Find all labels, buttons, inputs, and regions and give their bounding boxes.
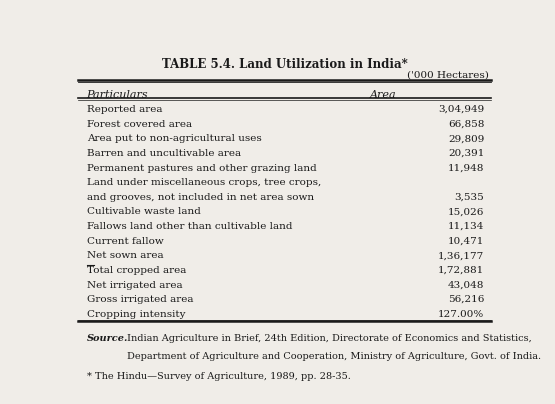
Text: 66,858: 66,858 bbox=[448, 120, 485, 129]
Text: Forest covered area: Forest covered area bbox=[87, 120, 191, 129]
Text: Permanent pastures and other grazing land: Permanent pastures and other grazing lan… bbox=[87, 164, 316, 173]
Text: 127.00%: 127.00% bbox=[438, 310, 485, 319]
Text: 3,535: 3,535 bbox=[455, 193, 485, 202]
Text: 1,72,881: 1,72,881 bbox=[438, 266, 485, 275]
Text: Barren and uncultivable area: Barren and uncultivable area bbox=[87, 149, 241, 158]
Text: 56,216: 56,216 bbox=[448, 295, 485, 304]
Text: Area: Area bbox=[370, 90, 397, 99]
Text: Particulars: Particulars bbox=[87, 90, 148, 99]
Text: 15,026: 15,026 bbox=[448, 207, 485, 217]
Text: 10,471: 10,471 bbox=[448, 237, 485, 246]
Text: Cultivable waste land: Cultivable waste land bbox=[87, 207, 200, 217]
Text: Gross irrigated area: Gross irrigated area bbox=[87, 295, 193, 304]
Text: Net irrigated area: Net irrigated area bbox=[87, 280, 182, 290]
Text: 43,048: 43,048 bbox=[448, 280, 485, 290]
Text: 1,36,177: 1,36,177 bbox=[438, 251, 485, 260]
Text: Area put to non-agricultural uses: Area put to non-agricultural uses bbox=[87, 135, 261, 143]
Text: 29,809: 29,809 bbox=[448, 135, 485, 143]
Text: 3,04,949: 3,04,949 bbox=[438, 105, 485, 114]
Text: Fallows land other than cultivable land: Fallows land other than cultivable land bbox=[87, 222, 292, 231]
Text: Cropping intensity: Cropping intensity bbox=[87, 310, 185, 319]
Text: Source.: Source. bbox=[87, 335, 128, 343]
Text: Total cropped area: Total cropped area bbox=[87, 266, 186, 275]
Text: Reported area: Reported area bbox=[87, 105, 162, 114]
Text: Department of Agriculture and Cooperation, Ministry of Agriculture, Govt. of Ind: Department of Agriculture and Cooperatio… bbox=[128, 352, 542, 362]
Text: Net sown area: Net sown area bbox=[87, 251, 163, 260]
Text: 20,391: 20,391 bbox=[448, 149, 485, 158]
Text: Indian Agriculture in Brief, 24th Edition, Directorate of Economics and Statisti: Indian Agriculture in Brief, 24th Editio… bbox=[128, 335, 532, 343]
Text: ('000 Hectares): ('000 Hectares) bbox=[407, 71, 489, 80]
Text: 11,948: 11,948 bbox=[448, 164, 485, 173]
Text: Current fallow: Current fallow bbox=[87, 237, 163, 246]
Text: and grooves, not included in net area sown: and grooves, not included in net area so… bbox=[87, 193, 314, 202]
Text: * The Hindu—Survey of Agriculture, 1989, pp. 28-35.: * The Hindu—Survey of Agriculture, 1989,… bbox=[87, 372, 350, 381]
Text: TABLE 5.4. Land Utilization in India*: TABLE 5.4. Land Utilization in India* bbox=[162, 58, 407, 71]
Text: 11,134: 11,134 bbox=[448, 222, 485, 231]
Text: Land under miscellaneous crops, tree crops,: Land under miscellaneous crops, tree cro… bbox=[87, 178, 321, 187]
